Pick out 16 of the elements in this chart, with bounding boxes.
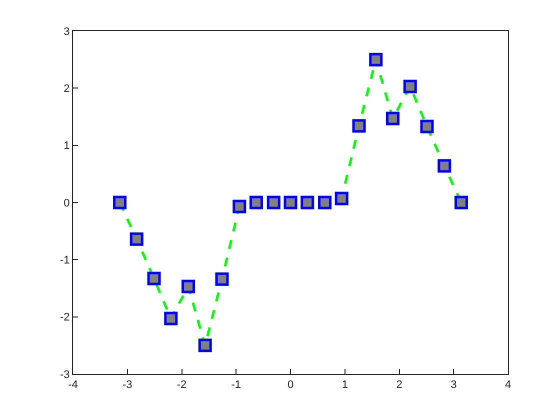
y-tick-label: -3 xyxy=(60,368,70,381)
x-tick-label: 4 xyxy=(504,379,512,392)
x-tick-label: 3 xyxy=(450,379,457,392)
x-tick-label: 1 xyxy=(342,379,348,392)
y-tick-label: 1 xyxy=(64,140,70,152)
x-tick-label: -2 xyxy=(176,379,187,392)
y-tick-label: 2 xyxy=(64,83,70,96)
y-tick-label: -1 xyxy=(60,254,70,267)
x-tick-label: -1 xyxy=(231,379,242,392)
x-tick-label: -3 xyxy=(122,379,132,392)
y-tick-label: -2 xyxy=(60,312,70,324)
x-tick-label: -4 xyxy=(68,379,78,392)
x-tick-label: 0 xyxy=(287,379,294,392)
y-tick-label: 0 xyxy=(64,197,70,210)
x-tick-label: 2 xyxy=(396,379,402,392)
y-tick-label: 3 xyxy=(64,26,70,38)
